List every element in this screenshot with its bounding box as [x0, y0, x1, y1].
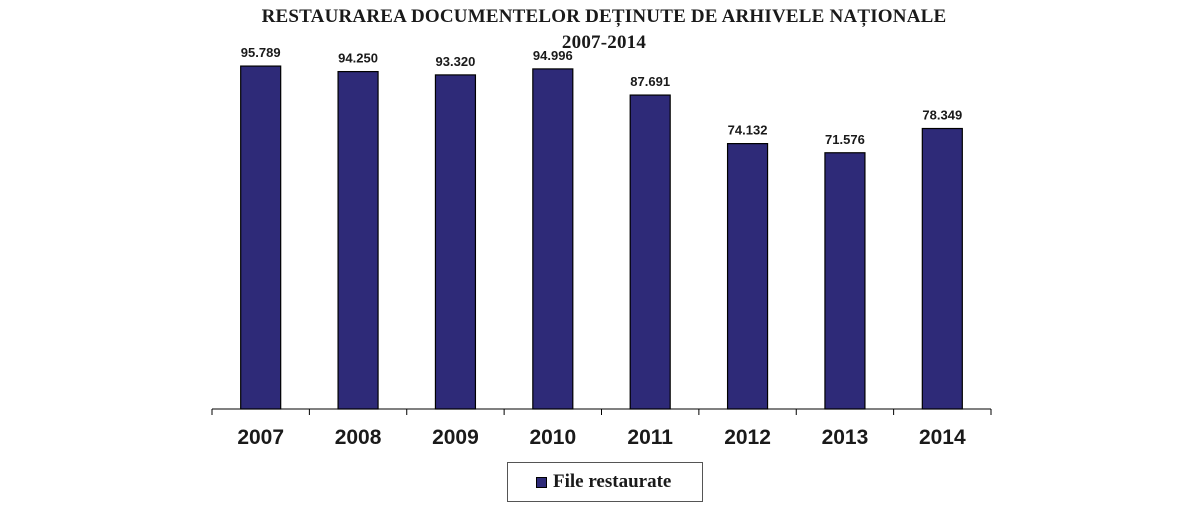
bar-chart: 95.789 2007 94.250 2008 93.320 2009 94.996 2010… [211, 45, 992, 449]
data-label-2012: 74.132 [728, 123, 768, 138]
bar-2008 [337, 70, 379, 410]
x-tick-label-2007: 2007 [237, 426, 284, 449]
data-label-2010: 94.996 [533, 48, 573, 63]
bar-2014 [921, 127, 963, 410]
x-tick-label-2011: 2011 [627, 426, 673, 449]
bar-2009 [434, 74, 477, 410]
data-label-2013: 71.576 [825, 132, 865, 147]
data-label-2009: 93.320 [436, 54, 476, 69]
x-tick-label-2008: 2008 [335, 426, 382, 449]
data-label-2007: 95.789 [241, 45, 281, 60]
chart-title: RESTAURAREA DOCUMENTELOR DEȚINUTE DE ARH… [261, 6, 947, 27]
chart-subtitle: 2007-2014 [561, 32, 647, 53]
bar-2013 [824, 152, 866, 410]
bar-2010 [532, 68, 574, 410]
bar-2011 [629, 94, 671, 410]
x-tick-label-2013: 2013 [822, 426, 869, 449]
legend-swatch [536, 476, 547, 488]
bar-2012 [726, 143, 769, 410]
legend-label: File restaurate [553, 471, 672, 492]
legend: File restaurate [507, 462, 703, 502]
bar-2007 [240, 65, 282, 410]
x-tick-label-2010: 2010 [529, 426, 576, 449]
x-tick-label-2014: 2014 [919, 426, 966, 449]
data-label-2008: 94.250 [338, 51, 378, 66]
data-label-2011: 87.691 [630, 74, 670, 89]
x-tick-label-2012: 2012 [724, 426, 771, 449]
data-label-2014: 78.349 [922, 108, 962, 123]
x-tick-label-2009: 2009 [432, 426, 479, 449]
